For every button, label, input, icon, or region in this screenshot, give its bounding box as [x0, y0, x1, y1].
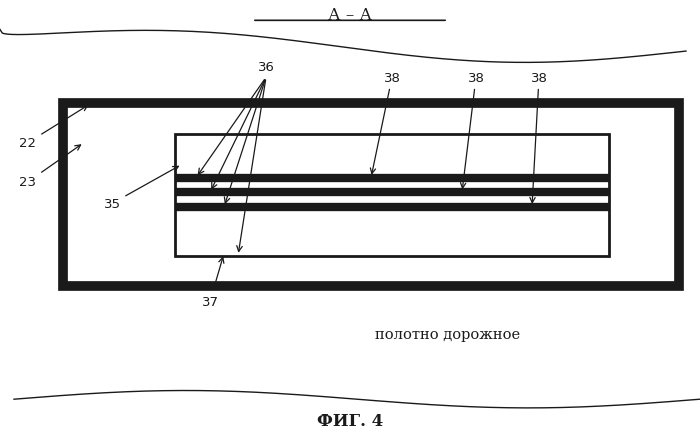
Text: 22: 22: [20, 106, 88, 150]
Text: 38: 38: [530, 72, 547, 203]
Text: полотно дорожное: полотно дорожное: [375, 327, 521, 341]
Text: 23: 23: [20, 146, 80, 189]
Text: 35: 35: [104, 167, 178, 210]
Text: 37: 37: [202, 258, 224, 308]
Text: А – А: А – А: [328, 7, 372, 24]
Bar: [63, 104, 679, 286]
Text: 38: 38: [461, 72, 484, 189]
Text: 36: 36: [258, 61, 274, 74]
Bar: [175, 135, 609, 256]
Text: 38: 38: [370, 72, 400, 174]
Text: ФИГ. 4: ФИГ. 4: [317, 411, 383, 429]
